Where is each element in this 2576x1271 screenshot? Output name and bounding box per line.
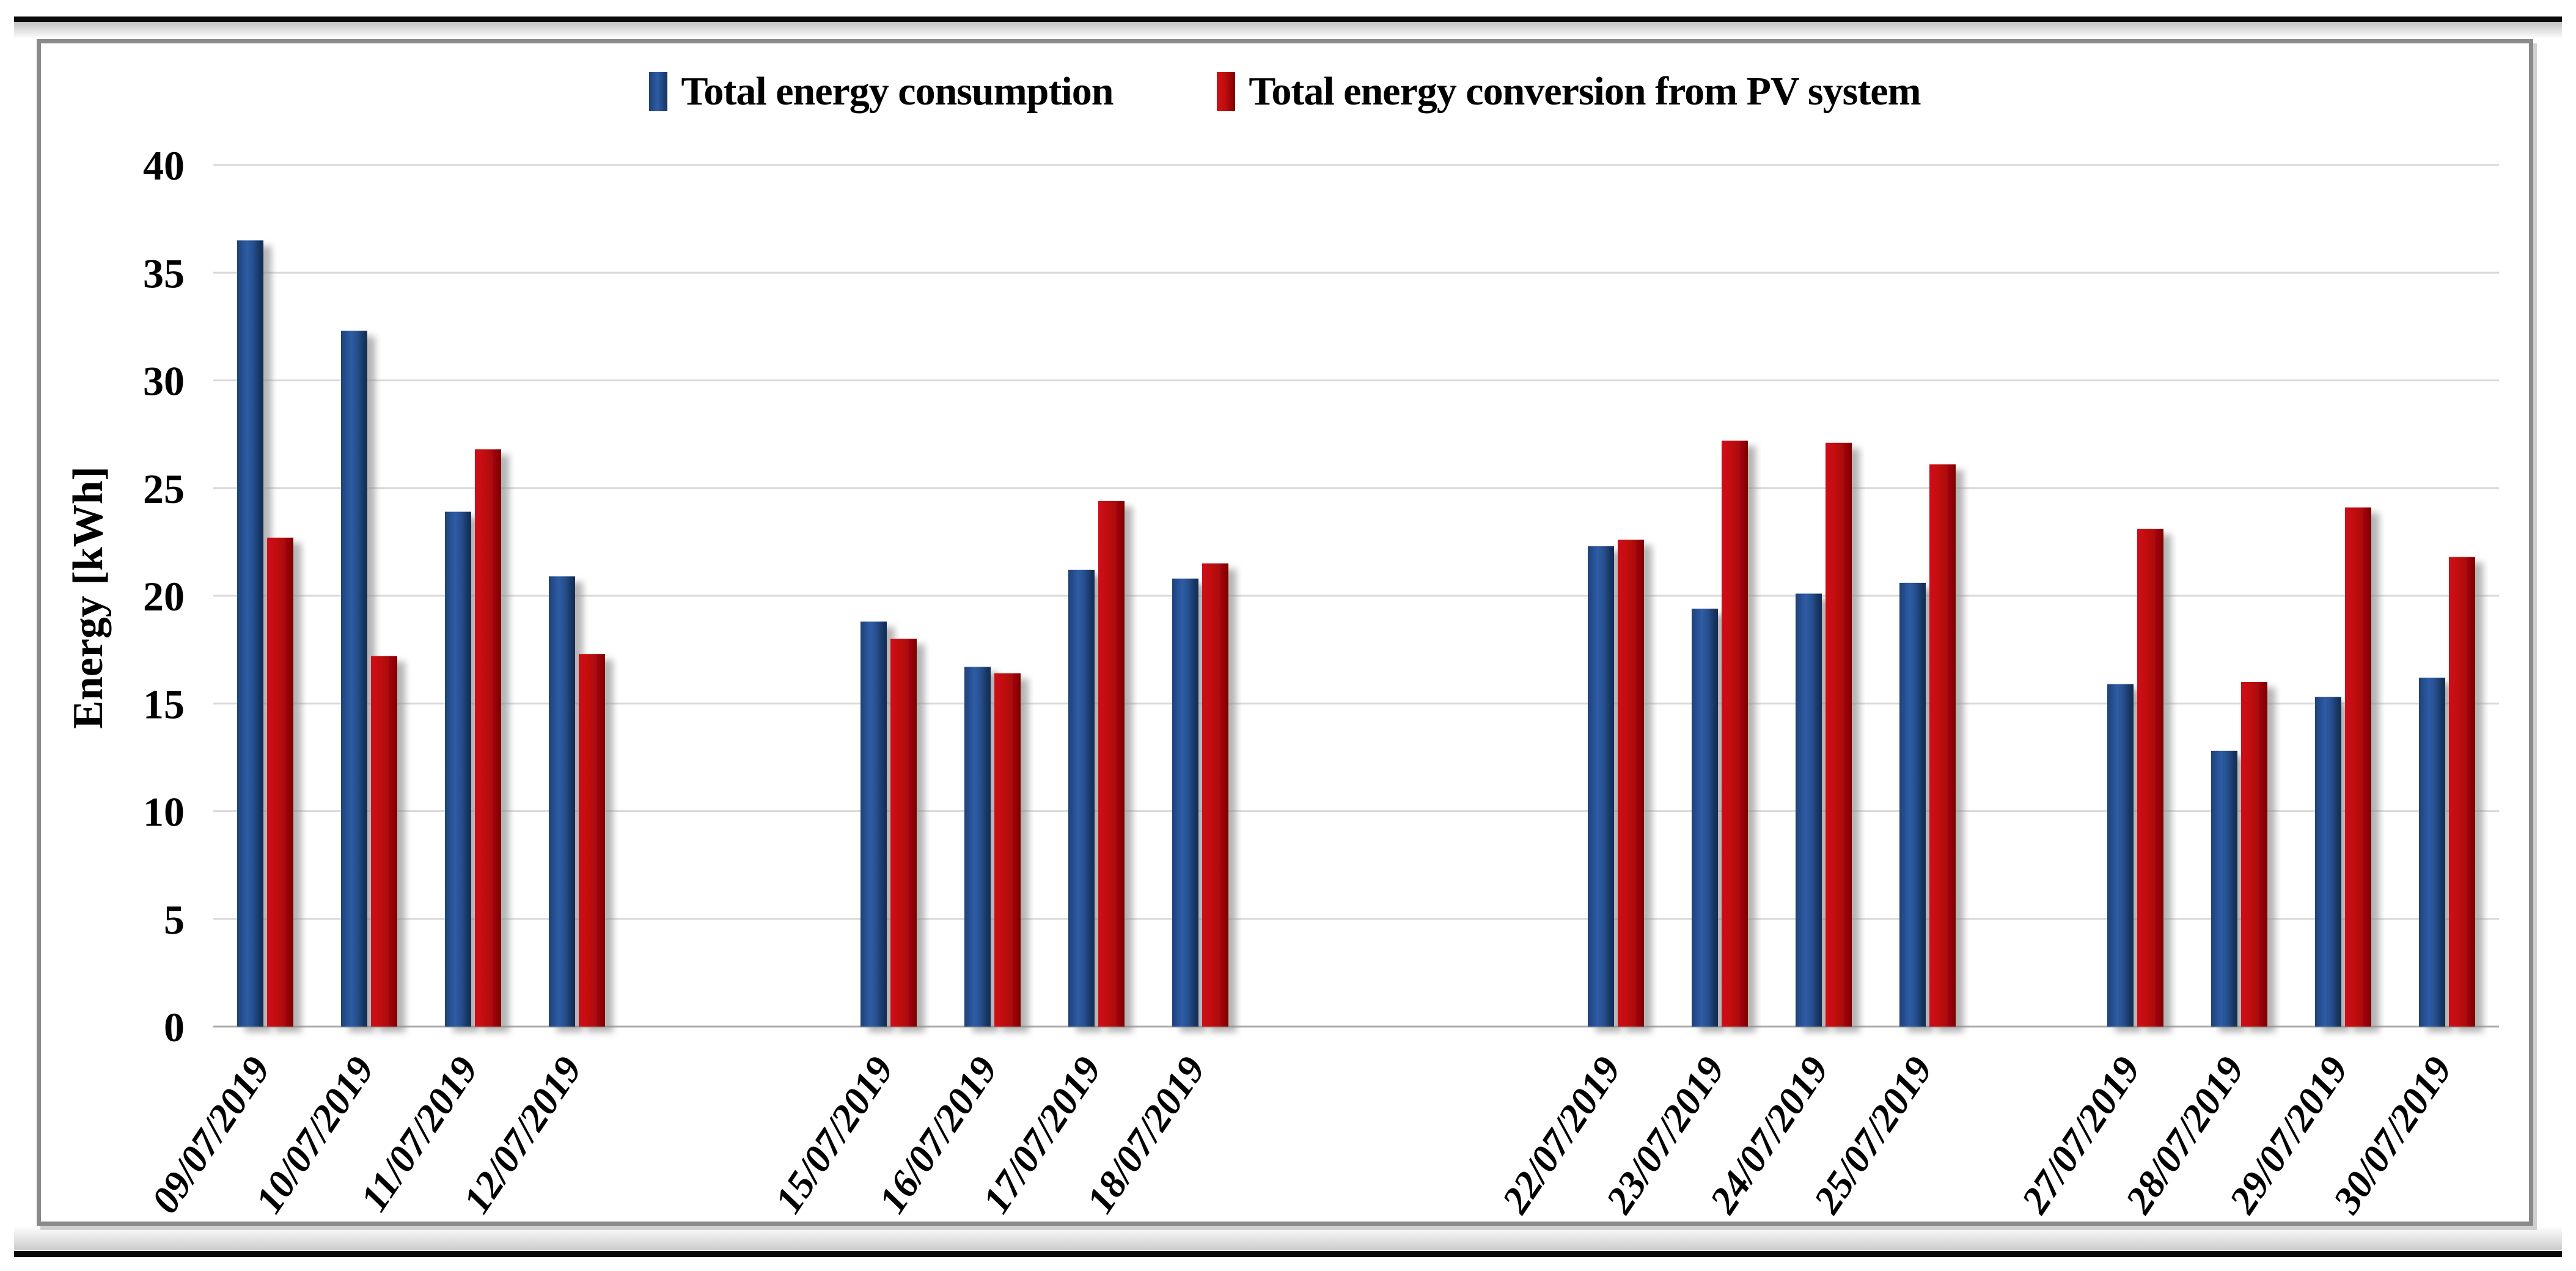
bar-consumption-27/07/2019 [2107,684,2134,1027]
y-tick-label: 5 [164,896,185,943]
bar-consumption-30/07/2019 [2419,677,2445,1027]
y-tick-label: 20 [143,573,185,620]
bottom-border-rule [14,1251,2562,1257]
bar-pv-23/07/2019 [1722,441,1748,1027]
bar-pv-10/07/2019 [371,656,397,1027]
chart-legend: Total energy consumption Total energy co… [37,68,2533,115]
bar-pv-27/07/2019 [2137,529,2163,1027]
y-axis-tick-labels: 0 5 10 15 20 25 30 35 40 [143,142,185,1050]
y-tick-label: 15 [143,681,185,727]
bar-consumption-11/07/2019 [445,511,471,1027]
legend-label-pv: Total energy conversion from PV system [1249,69,1921,114]
bar-pv-12/07/2019 [579,654,605,1027]
y-tick-label: 25 [143,466,185,512]
bar-consumption-29/07/2019 [2315,697,2341,1027]
bar-pv-09/07/2019 [267,537,293,1027]
bottom-shadow-band [14,1226,2562,1250]
y-tick-label: 0 [164,1004,185,1050]
bar-consumption-12/07/2019 [549,576,575,1027]
legend-swatch-pv-icon [1217,72,1236,111]
bar-consumption-17/07/2019 [1068,570,1095,1027]
bars [237,240,2475,1027]
bar-pv-18/07/2019 [1202,563,1228,1027]
y-tick-label: 10 [143,789,185,835]
bar-pv-30/07/2019 [2449,557,2475,1027]
bar-consumption-09/07/2019 [237,240,263,1027]
bar-pv-22/07/2019 [1618,540,1644,1027]
bar-pv-29/07/2019 [2345,507,2371,1027]
bar-consumption-23/07/2019 [1692,609,1718,1027]
bar-pv-25/07/2019 [1929,464,1956,1027]
bar-pv-17/07/2019 [1098,500,1125,1027]
bar-consumption-10/07/2019 [341,331,367,1027]
legend-item-pv: Total energy conversion from PV system [1217,68,1921,115]
y-tick-label: 30 [143,358,185,405]
bar-pv-15/07/2019 [890,639,917,1027]
legend-item-consumption: Total energy consumption [649,68,1114,115]
bar-consumption-16/07/2019 [964,667,991,1027]
bar-consumption-22/07/2019 [1588,546,1614,1027]
top-border-rule [14,16,2562,22]
bar-consumption-18/07/2019 [1172,578,1198,1027]
bar-pv-28/07/2019 [2241,682,2267,1027]
legend-swatch-consumption-icon [649,72,668,111]
y-tick-label: 35 [143,250,185,296]
bar-pv-11/07/2019 [475,449,501,1027]
y-tick-label: 40 [143,142,185,189]
bar-consumption-15/07/2019 [861,621,887,1027]
bar-consumption-28/07/2019 [2211,750,2237,1027]
legend-label-consumption: Total energy consumption [681,69,1114,114]
bar-pv-24/07/2019 [1826,442,1852,1027]
bar-consumption-25/07/2019 [1899,582,1926,1027]
top-shadow-band [14,22,2562,42]
bar-pv-16/07/2019 [994,673,1021,1027]
bar-consumption-24/07/2019 [1796,593,1822,1027]
x-axis-labels: 09/07/201910/07/201911/07/201912/07/2019… [143,1049,2460,1221]
